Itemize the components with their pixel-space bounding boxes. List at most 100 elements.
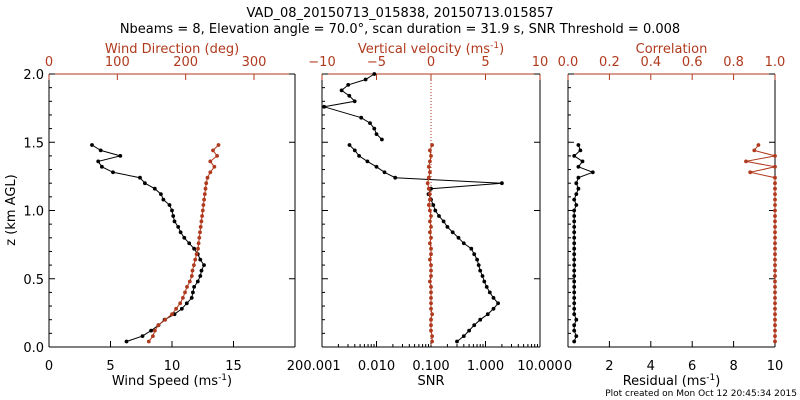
data-point-0-0-10 <box>192 285 197 289</box>
bottom-tick-label: 20 <box>287 359 304 374</box>
data-point-1-2-34 <box>429 154 433 158</box>
data-point-0-0-14 <box>202 263 206 267</box>
y-tick-label: 2.0 <box>23 68 44 83</box>
data-point-0-1-13 <box>190 268 195 273</box>
data-point-0-1-5 <box>170 312 174 317</box>
data-point-0-0-32 <box>100 164 104 169</box>
bottom-axis-label: SNR <box>417 374 444 389</box>
data-point-2-0-11 <box>572 279 577 284</box>
data-point-0-0-9 <box>191 290 195 295</box>
data-point-0-0-25 <box>167 203 172 207</box>
data-point-2-0-12 <box>572 274 577 278</box>
data-point-0-0-8 <box>189 296 194 300</box>
data-point-0-0-6 <box>179 306 184 311</box>
data-point-2-1-28 <box>773 186 777 191</box>
data-point-0-0-20 <box>178 230 183 235</box>
data-point-0-1-23 <box>200 214 205 218</box>
data-point-1-0-5 <box>485 312 490 317</box>
data-point-2-0-22 <box>572 219 577 224</box>
data-point-0-1-12 <box>189 274 194 278</box>
bottom-axis-label: Wind Speed (ms-1) <box>112 373 232 389</box>
data-point-1-1-1 <box>374 132 379 137</box>
data-point-0-1-19 <box>197 235 202 240</box>
data-point-2-0-36 <box>576 143 581 147</box>
bottom-tick-label: 10 <box>767 359 784 374</box>
bottom-tick-label: 10 <box>164 359 181 374</box>
data-point-1-2-19 <box>429 235 433 240</box>
data-point-1-2-23 <box>429 214 433 218</box>
bottom-tick-label: 10.000 <box>517 359 563 374</box>
data-point-2-0-3 <box>572 323 577 328</box>
data-point-0-1-31 <box>208 170 213 175</box>
data-point-1-1-3 <box>368 121 372 125</box>
data-point-0-1-4 <box>163 317 168 322</box>
data-point-2-1-3 <box>773 323 777 328</box>
data-point-1-0-9 <box>487 290 492 295</box>
data-point-2-1-19 <box>773 235 777 240</box>
data-point-2-1-22 <box>773 219 777 224</box>
y-tick-label: 0.0 <box>23 341 44 356</box>
bottom-tick-label: 0.001 <box>303 359 340 374</box>
data-point-0-0-23 <box>171 214 176 218</box>
data-point-2-1-36 <box>756 143 761 147</box>
data-point-1-0-4 <box>478 317 483 322</box>
top-axis-label: Wind Direction (deg) <box>105 42 239 57</box>
series-line-0-0 <box>91 144 205 342</box>
data-point-0-1-3 <box>156 323 161 328</box>
bottom-axis-label: Residual (ms-1) <box>623 373 721 389</box>
data-point-2-1-35 <box>752 148 757 153</box>
data-point-1-2-11 <box>428 279 432 284</box>
data-point-1-2-1 <box>430 334 434 338</box>
data-point-1-2-32 <box>426 164 431 169</box>
data-point-2-1-30 <box>773 175 777 180</box>
data-point-1-2-33 <box>428 159 432 164</box>
data-point-0-1-30 <box>205 175 210 180</box>
data-point-0-1-10 <box>185 285 189 289</box>
data-point-2-0-18 <box>572 241 577 246</box>
data-point-2-1-20 <box>773 230 777 235</box>
data-point-1-0-8 <box>491 296 496 300</box>
top-tick-label: 0.8 <box>723 55 744 70</box>
data-point-2-1-4 <box>773 317 777 322</box>
data-point-1-2-21 <box>429 225 433 229</box>
data-point-0-1-11 <box>187 279 192 284</box>
data-point-2-0-27 <box>574 192 579 197</box>
data-point-0-1-28 <box>203 186 208 191</box>
data-point-2-1-0 <box>773 339 777 344</box>
data-point-1-2-25 <box>426 203 431 207</box>
top-tick-label: 0.4 <box>640 55 661 70</box>
data-point-1-0-21 <box>445 225 450 229</box>
data-point-1-0-15 <box>475 257 479 262</box>
plot-footer: Plot created on Mon Oct 12 20:45:34 2015 <box>605 389 797 399</box>
bottom-tick-label: 4 <box>647 359 655 374</box>
data-point-1-0-24 <box>433 208 438 213</box>
bottom-tick-label: 0.100 <box>412 359 449 374</box>
data-point-2-0-23 <box>572 214 577 218</box>
data-point-0-0-12 <box>198 274 203 278</box>
data-point-1-2-17 <box>429 246 433 251</box>
data-point-1-2-22 <box>428 219 432 224</box>
data-point-1-0-23 <box>437 214 441 218</box>
top-tick-label: 1.0 <box>765 55 786 70</box>
top-axis-label: Correlation <box>636 42 708 57</box>
data-point-2-1-24 <box>773 208 777 213</box>
data-point-0-1-29 <box>204 181 209 186</box>
data-point-1-1-9 <box>346 83 351 87</box>
data-point-2-0-15 <box>572 257 577 262</box>
series-line-2-0 <box>573 144 595 342</box>
bottom-tick-label: 15 <box>225 359 242 374</box>
data-point-2-0-13 <box>572 268 577 273</box>
series-line-1-0 <box>349 144 502 342</box>
data-point-2-1-8 <box>773 296 777 300</box>
data-point-0-0-7 <box>184 301 189 306</box>
data-point-1-0-10 <box>484 285 489 289</box>
data-point-1-0-14 <box>476 263 481 267</box>
figure-title-line-1: VAD_08_20150713_015838, 20150713.015857 <box>247 6 554 21</box>
data-point-2-0-25 <box>574 203 579 207</box>
data-point-1-0-16 <box>472 252 477 257</box>
data-point-0-1-32 <box>212 164 217 169</box>
data-point-2-0-2 <box>572 328 577 333</box>
data-point-2-0-4 <box>574 317 579 322</box>
data-point-1-2-9 <box>429 290 433 295</box>
bottom-tick-label: 0 <box>564 359 572 374</box>
